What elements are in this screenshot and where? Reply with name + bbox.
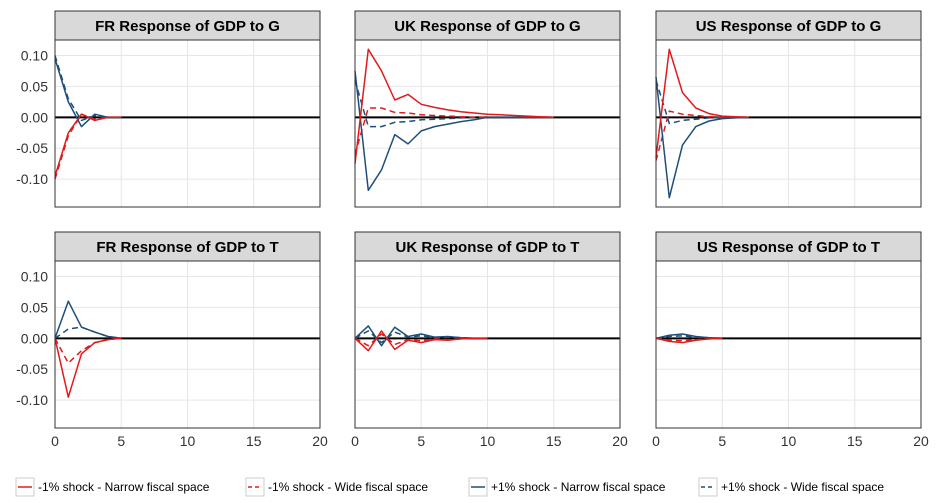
legend-item-neg-wide: -1% shock - Wide fiscal space: [245, 477, 428, 497]
panel-border: [655, 39, 922, 208]
x-tick-label: 15: [246, 433, 262, 449]
y-tick-label: 0.10: [21, 268, 48, 284]
x-tick-label: 15: [546, 433, 562, 449]
x-tick-label: 5: [718, 433, 726, 449]
panels-layer: FR Response of GDP to G UK Response of GD…: [54, 10, 922, 429]
series-line-neg-narrow: [354, 330, 488, 352]
panel-border: [54, 39, 321, 208]
panel-fr-t: FR Response of GDP to T: [54, 231, 321, 429]
series-line-neg-narrow: [354, 48, 554, 164]
legend-label: -1% shock - Wide fiscal space: [268, 480, 428, 494]
legend-item-neg-narrow: -1% shock - Narrow fiscal space: [15, 477, 210, 497]
panel-us-t: US Response of GDP to T: [655, 231, 922, 429]
y-axis-labels: -0.10 -0.05 0.00 0.05 0.10 -0.10 -0.05 0.00 0.05…: [16, 47, 48, 408]
x-tick-label: 20: [312, 433, 328, 449]
legend-item-pos-wide: +1% shock - Wide fiscal space: [698, 477, 884, 497]
x-tick-label: 5: [417, 433, 425, 449]
series-line-neg-narrow: [54, 113, 122, 177]
series-line-neg-wide: [54, 337, 122, 364]
legend: -1% shock - Narrow fiscal space -1% shock…: [15, 477, 884, 497]
panel-title: UK Response of GDP to G: [394, 18, 580, 35]
x-tick-label: 0: [51, 433, 59, 449]
series-line-neg-narrow: [655, 48, 749, 158]
panel-border: [54, 260, 321, 429]
panel-strip: [54, 10, 321, 41]
series-line-neg-wide: [354, 107, 488, 155]
y-tick-label: 0.05: [21, 299, 48, 315]
y-tick-label: 0.00: [21, 330, 48, 346]
panel-title: US Response of GDP to T: [697, 239, 880, 256]
y-tick-label: 0.05: [21, 78, 48, 94]
panel-strip: [655, 10, 922, 41]
panel-border: [354, 39, 621, 208]
legend-item-pos-narrow: +1% shock - Narrow fiscal space: [468, 477, 666, 497]
series-line-neg-narrow: [54, 337, 122, 398]
y-tick-label: -0.10: [16, 392, 48, 408]
series-line-pos-wide: [54, 326, 122, 340]
panel-strip: [354, 10, 621, 41]
y-tick-label: -0.10: [16, 171, 48, 187]
x-tick-label: 5: [117, 433, 125, 449]
y-tick-label: 0.00: [21, 109, 48, 125]
series-line-pos-narrow: [655, 333, 723, 340]
x-tick-label: 10: [781, 433, 797, 449]
series-line-pos-narrow: [54, 300, 122, 340]
series-line-pos-narrow: [655, 77, 749, 199]
panel-title: UK Response of GDP to T: [396, 239, 580, 256]
legend-label: +1% shock - Narrow fiscal space: [491, 480, 666, 494]
panel-border: [354, 260, 621, 429]
legend-label: +1% shock - Wide fiscal space: [721, 480, 884, 494]
panel-fr-g: FR Response of GDP to G: [54, 10, 321, 208]
y-tick-label: 0.10: [21, 47, 48, 63]
series-line-pos-narrow: [354, 325, 488, 347]
panel-uk-t: UK Response of GDP to T: [354, 231, 621, 429]
panel-title: US Response of GDP to G: [696, 18, 882, 35]
x-tick-label: 10: [180, 433, 196, 449]
panel-us-g: US Response of GDP to G: [655, 10, 922, 208]
legend-label: -1% shock - Narrow fiscal space: [38, 480, 210, 494]
panel-title: FR Response of GDP to G: [95, 18, 280, 35]
x-tick-label: 15: [847, 433, 863, 449]
x-tick-label: 20: [612, 433, 628, 449]
x-tick-label: 10: [480, 433, 496, 449]
x-tick-label: 20: [913, 433, 929, 449]
y-tick-label: -0.05: [16, 140, 48, 156]
panel-border: [655, 260, 922, 429]
series-line-pos-wide: [354, 79, 488, 128]
x-axis-labels: 0 5 10 15 20 0 5 10 15 20 0 5 10 15 20: [51, 433, 929, 449]
series-line-pos-narrow: [354, 70, 554, 192]
panel-title: FR Response of GDP to T: [96, 239, 278, 256]
x-tick-label: 0: [652, 433, 660, 449]
panel-strip: [54, 231, 321, 262]
series-line-neg-narrow: [655, 337, 723, 344]
panel-uk-g: UK Response of GDP to G: [354, 10, 621, 208]
y-tick-label: -0.05: [16, 361, 48, 377]
panel-strip: [354, 231, 621, 262]
x-tick-label: 0: [351, 433, 359, 449]
